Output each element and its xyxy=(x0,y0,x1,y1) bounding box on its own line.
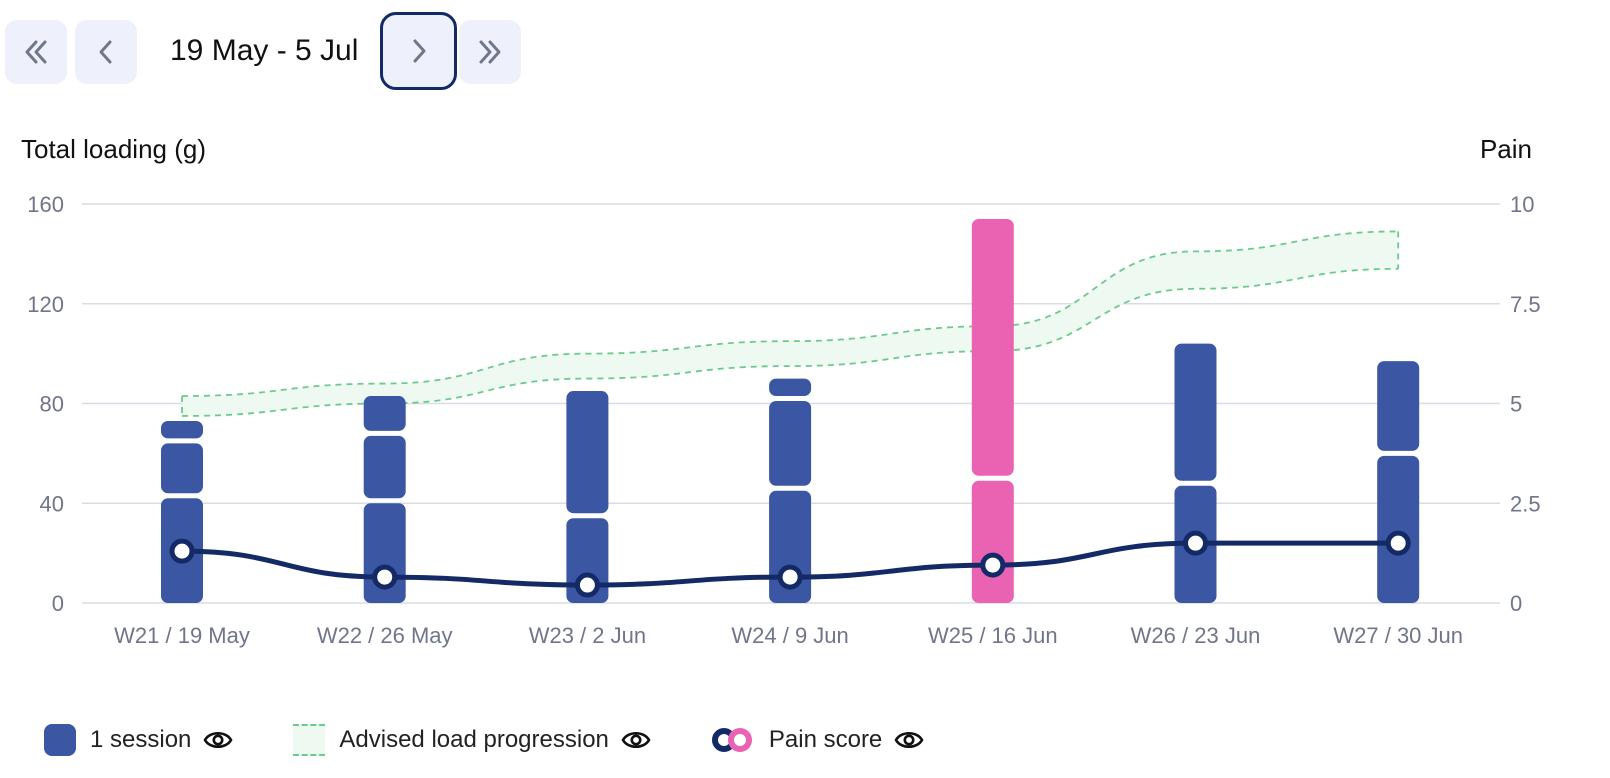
session-bar xyxy=(1377,361,1420,451)
chevron-left-icon xyxy=(99,40,112,64)
pain-score-point xyxy=(980,552,1006,578)
x-tick-label: W25 / 16 Jun xyxy=(928,623,1058,648)
left-tick-label: 80 xyxy=(40,392,64,417)
x-tick-label: W27 / 30 Jun xyxy=(1333,623,1463,648)
advised-band-upper xyxy=(181,230,1399,397)
legend-item-advised-load: Advised load progression xyxy=(293,724,651,756)
session-bar xyxy=(1174,343,1217,481)
session-bar xyxy=(363,435,406,499)
left-axis-title: Total loading (g) xyxy=(21,134,206,164)
pain-score-point xyxy=(777,564,803,590)
last-page-button[interactable] xyxy=(459,20,521,84)
first-page-button[interactable] xyxy=(5,20,67,84)
right-tick-label: 0 xyxy=(1510,591,1522,616)
eye-icon[interactable] xyxy=(203,728,233,752)
double-chevron-right-icon xyxy=(479,40,501,64)
x-tick-label: W24 / 9 Jun xyxy=(731,623,848,648)
x-tick-label: W23 / 2 Jun xyxy=(529,623,646,648)
legend-label: Pain score xyxy=(768,726,883,753)
right-tick-label: 5 xyxy=(1510,392,1522,417)
session-bar xyxy=(566,391,609,514)
x-tick-label: W22 / 26 May xyxy=(317,623,453,648)
pain-score-swatch xyxy=(711,728,752,752)
left-tick-label: 120 xyxy=(27,292,64,317)
legend-item-pain-score: Pain score xyxy=(711,726,924,754)
pain-score-point xyxy=(372,564,398,590)
advised-band-area xyxy=(182,231,1399,416)
right-tick-label: 2.5 xyxy=(1510,491,1541,516)
advised-band-swatch xyxy=(293,724,326,756)
pain-score-point xyxy=(574,572,600,598)
eye-icon[interactable] xyxy=(894,728,924,752)
right-tick-label: 10 xyxy=(1510,192,1534,217)
session-bar xyxy=(161,420,203,439)
right-tick-label: 7.5 xyxy=(1510,292,1541,317)
session-bar xyxy=(971,218,1014,476)
date-range-label: 19 May - 5 Jul xyxy=(170,34,359,67)
chevron-right-icon xyxy=(413,39,425,63)
right-axis-title: Pain xyxy=(1479,134,1532,164)
next-page-button[interactable] xyxy=(380,12,457,90)
x-tick-label: W26 / 23 Jun xyxy=(1131,623,1261,648)
legend-label: Advised load progression xyxy=(339,726,609,753)
left-tick-label: 0 xyxy=(52,591,64,616)
session-bar xyxy=(363,396,406,431)
x-tick-label: W21 / 19 May xyxy=(114,623,250,648)
left-tick-label: 160 xyxy=(27,192,64,217)
session-swatch xyxy=(44,724,76,756)
session-bar xyxy=(161,443,203,494)
pain-score-point xyxy=(169,538,195,564)
legend-label: 1 session xyxy=(90,726,192,753)
pain-score-point xyxy=(1385,530,1411,556)
eye-icon[interactable] xyxy=(621,728,651,752)
pain-score-point xyxy=(1183,530,1208,556)
left-tick-label: 40 xyxy=(40,491,64,516)
legend-item-session: 1 session xyxy=(44,724,233,756)
previous-page-button[interactable] xyxy=(75,20,137,84)
double-chevron-left-icon xyxy=(25,40,47,64)
session-bar xyxy=(769,378,812,397)
chart-legend: 1 session Advised load progression Pain … xyxy=(44,724,984,756)
loading-chart: 0 0 40 2.5 80 5 120 7.5 160 10 W21 / 19 May W22 / 2… xyxy=(27,192,1541,648)
session-bar xyxy=(769,401,812,486)
session-bar xyxy=(971,480,1014,603)
session-bar xyxy=(1377,455,1420,603)
